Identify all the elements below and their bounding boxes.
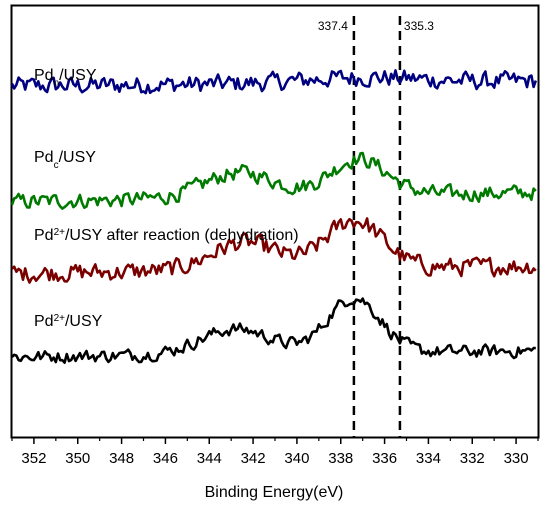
x-axis-label: Binding Energy(eV) bbox=[205, 484, 344, 501]
x-tick-label: 330 bbox=[504, 450, 529, 467]
series-label: Pd2+/USY after reaction (dehydration) bbox=[34, 227, 299, 245]
reference-line-label: 337.4 bbox=[318, 19, 348, 33]
x-tick-label: 350 bbox=[65, 450, 90, 467]
x-tick-label: 348 bbox=[109, 450, 134, 467]
x-tick-label: 340 bbox=[284, 450, 309, 467]
x-tick-label: 342 bbox=[241, 450, 266, 467]
x-axis: 352 350 348 346 344 342 340 338 336 334 332 330 bbox=[11, 437, 539, 467]
series-line bbox=[11, 297, 536, 364]
series-line bbox=[11, 217, 537, 284]
series-lines bbox=[10, 69, 538, 364]
series-label: Pdn/USY bbox=[34, 67, 97, 89]
series-line bbox=[10, 151, 537, 210]
x-tick-label: 336 bbox=[372, 450, 397, 467]
reference-line-label: 335.3 bbox=[404, 19, 434, 33]
x-tick-label: 338 bbox=[328, 450, 353, 467]
series-labels: Pdn/USY Pdc/USY Pd2+/USY after reaction (d… bbox=[34, 67, 299, 330]
x-tick-label: 344 bbox=[197, 450, 222, 467]
x-tick-label: 346 bbox=[153, 450, 178, 467]
x-tick-label: 352 bbox=[21, 450, 46, 467]
x-tick-label: 334 bbox=[416, 450, 441, 467]
series-label: Pdc/USY bbox=[34, 149, 96, 171]
series-line bbox=[10, 69, 538, 95]
series-label: Pd2+/USY bbox=[34, 313, 103, 331]
x-tick-label: 332 bbox=[460, 450, 485, 467]
